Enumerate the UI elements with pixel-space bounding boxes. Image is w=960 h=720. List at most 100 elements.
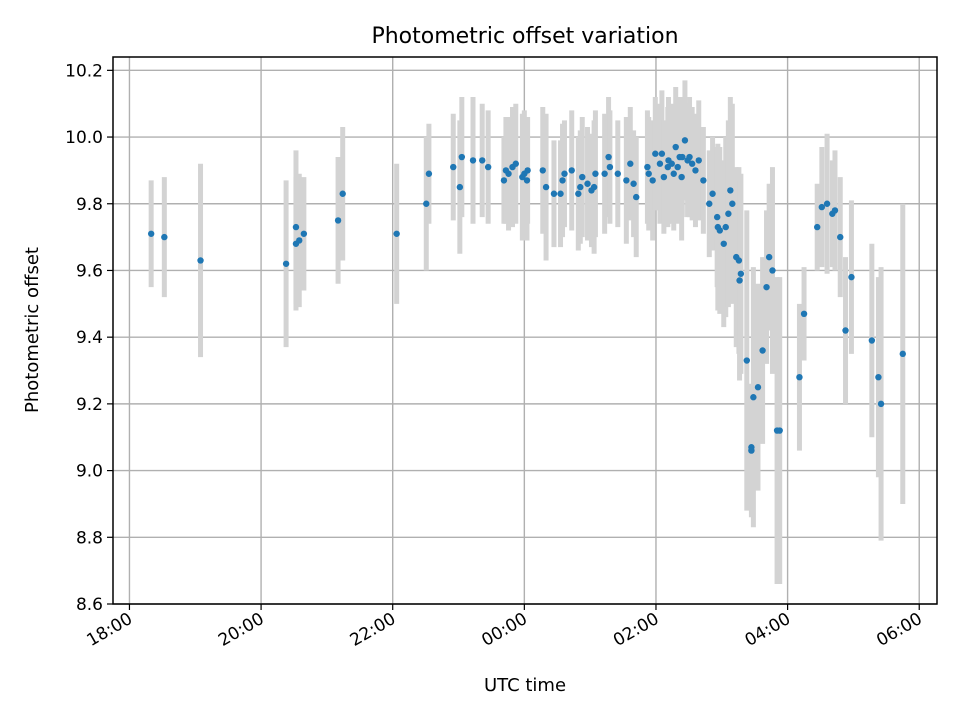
data-point xyxy=(814,223,821,231)
y-tick-label: 9.2 xyxy=(76,395,103,415)
data-point xyxy=(668,160,675,167)
data-point xyxy=(197,257,204,264)
data-point xyxy=(713,213,721,221)
data-point xyxy=(425,170,433,177)
data-point xyxy=(633,193,640,201)
data-point xyxy=(161,233,168,241)
x-axis-label: UTC time xyxy=(484,675,566,696)
data-point xyxy=(796,373,803,381)
y-axis-label: Photometric offset xyxy=(22,247,43,413)
data-point xyxy=(722,223,729,231)
y-tick-label: 8.8 xyxy=(76,528,103,548)
data-point xyxy=(334,217,342,224)
data-point xyxy=(450,163,457,171)
data-point xyxy=(660,173,668,181)
data-point xyxy=(512,160,519,167)
chart-title: Photometric offset variation xyxy=(371,24,678,49)
data-point xyxy=(868,337,876,344)
data-point xyxy=(649,177,656,184)
data-point xyxy=(735,257,743,264)
data-point xyxy=(500,177,508,184)
y-tick-label: 8.6 xyxy=(76,595,103,615)
data-point xyxy=(672,143,679,151)
data-point xyxy=(725,210,732,217)
data-point xyxy=(763,283,770,291)
data-point xyxy=(577,183,584,191)
data-point xyxy=(282,260,290,267)
data-point xyxy=(300,230,308,237)
data-point xyxy=(423,200,430,207)
data-point xyxy=(837,233,844,241)
data-point xyxy=(645,170,652,177)
y-tick-label: 9.6 xyxy=(76,261,103,281)
data-point xyxy=(658,150,666,157)
data-point xyxy=(539,167,546,174)
y-tick-label: 9.8 xyxy=(76,195,103,215)
data-point xyxy=(614,170,621,177)
data-point xyxy=(681,137,689,144)
data-point xyxy=(674,163,681,171)
data-point xyxy=(720,240,727,247)
data-point xyxy=(776,427,783,434)
data-point xyxy=(296,237,303,244)
data-point xyxy=(606,163,614,171)
data-point xyxy=(875,373,882,381)
data-point xyxy=(848,273,855,281)
data-point xyxy=(800,310,808,318)
data-point xyxy=(147,230,155,237)
data-point xyxy=(748,447,755,454)
data-point xyxy=(656,160,664,167)
data-point xyxy=(877,400,885,408)
data-point xyxy=(678,173,685,181)
data-point xyxy=(831,207,839,214)
data-point xyxy=(579,173,586,181)
data-point xyxy=(575,190,582,197)
data-point xyxy=(679,153,686,161)
data-point xyxy=(484,163,492,171)
data-point xyxy=(842,327,849,334)
data-point xyxy=(630,180,637,187)
data-point xyxy=(550,190,558,197)
data-point xyxy=(542,183,550,191)
data-point xyxy=(292,223,300,231)
y-tick-label: 10.0 xyxy=(65,128,103,148)
data-point xyxy=(644,163,651,171)
data-point xyxy=(769,267,776,274)
data-point xyxy=(559,177,566,184)
data-point xyxy=(523,177,531,184)
data-point xyxy=(823,200,831,207)
data-point xyxy=(729,200,736,207)
data-point xyxy=(469,157,477,164)
data-point xyxy=(686,153,693,161)
data-point xyxy=(592,170,599,177)
data-point xyxy=(765,253,773,261)
data-point xyxy=(557,190,564,197)
data-points xyxy=(147,137,906,454)
data-point xyxy=(899,350,906,358)
data-point xyxy=(736,277,743,284)
data-point xyxy=(754,384,762,391)
y-axis: 8.6 8.8 9.0 9.2 9.4 9.6 9.8 10.0 10.2 xyxy=(65,61,113,615)
data-point xyxy=(590,183,598,191)
data-point xyxy=(456,183,464,191)
data-point xyxy=(688,160,696,167)
data-point xyxy=(605,153,612,161)
data-point xyxy=(652,150,659,157)
data-point xyxy=(692,167,699,174)
data-point xyxy=(568,167,575,174)
data-point xyxy=(737,270,745,277)
data-point xyxy=(393,230,400,237)
y-tick-label: 9.4 xyxy=(76,328,103,348)
data-point xyxy=(524,167,531,174)
data-point xyxy=(727,187,734,194)
data-point xyxy=(479,157,486,164)
data-point xyxy=(709,190,716,197)
data-point xyxy=(623,177,630,184)
data-point xyxy=(759,347,766,354)
data-point xyxy=(601,170,608,177)
data-point xyxy=(695,157,702,164)
y-tick-label: 10.2 xyxy=(65,61,103,81)
data-point xyxy=(743,357,750,364)
data-point xyxy=(627,160,634,167)
data-point xyxy=(505,170,512,177)
